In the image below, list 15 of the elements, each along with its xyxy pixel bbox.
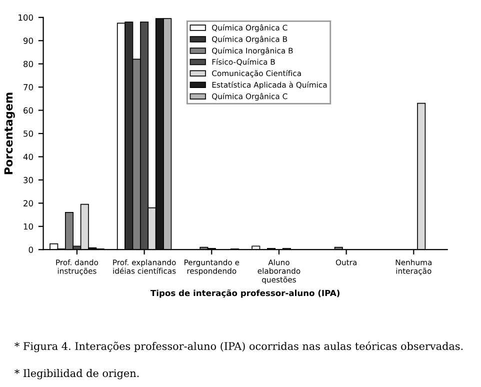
y-tick-label: 60: [24, 107, 34, 114]
y-tick-label: 90: [23, 38, 34, 44]
text: * Figura 4. Interações professor-aluno (IPA) ocorridas nas aulas teóricas observadas.: [14, 342, 463, 352]
y-tick-label: 80: [24, 60, 34, 68]
y-tick-label: 50: [24, 130, 34, 137]
y-tick-label: 0: [28, 246, 34, 253]
y-tick-label: 40: [23, 154, 34, 160]
y-tick-label: 20: [24, 200, 34, 206]
y-tick-label: 100: [18, 14, 34, 21]
y-tick-label: 70: [24, 84, 34, 90]
text: * Ilegibilidad de origen.: [14, 369, 139, 380]
y-tick-label: 30: [24, 176, 34, 184]
y-tick-label: 10: [24, 223, 34, 230]
y-axis-title: Porcentagem: [4, 92, 15, 174]
x-axis-title: Tipos de interação professor-aluno (IPA): [150, 290, 340, 298]
